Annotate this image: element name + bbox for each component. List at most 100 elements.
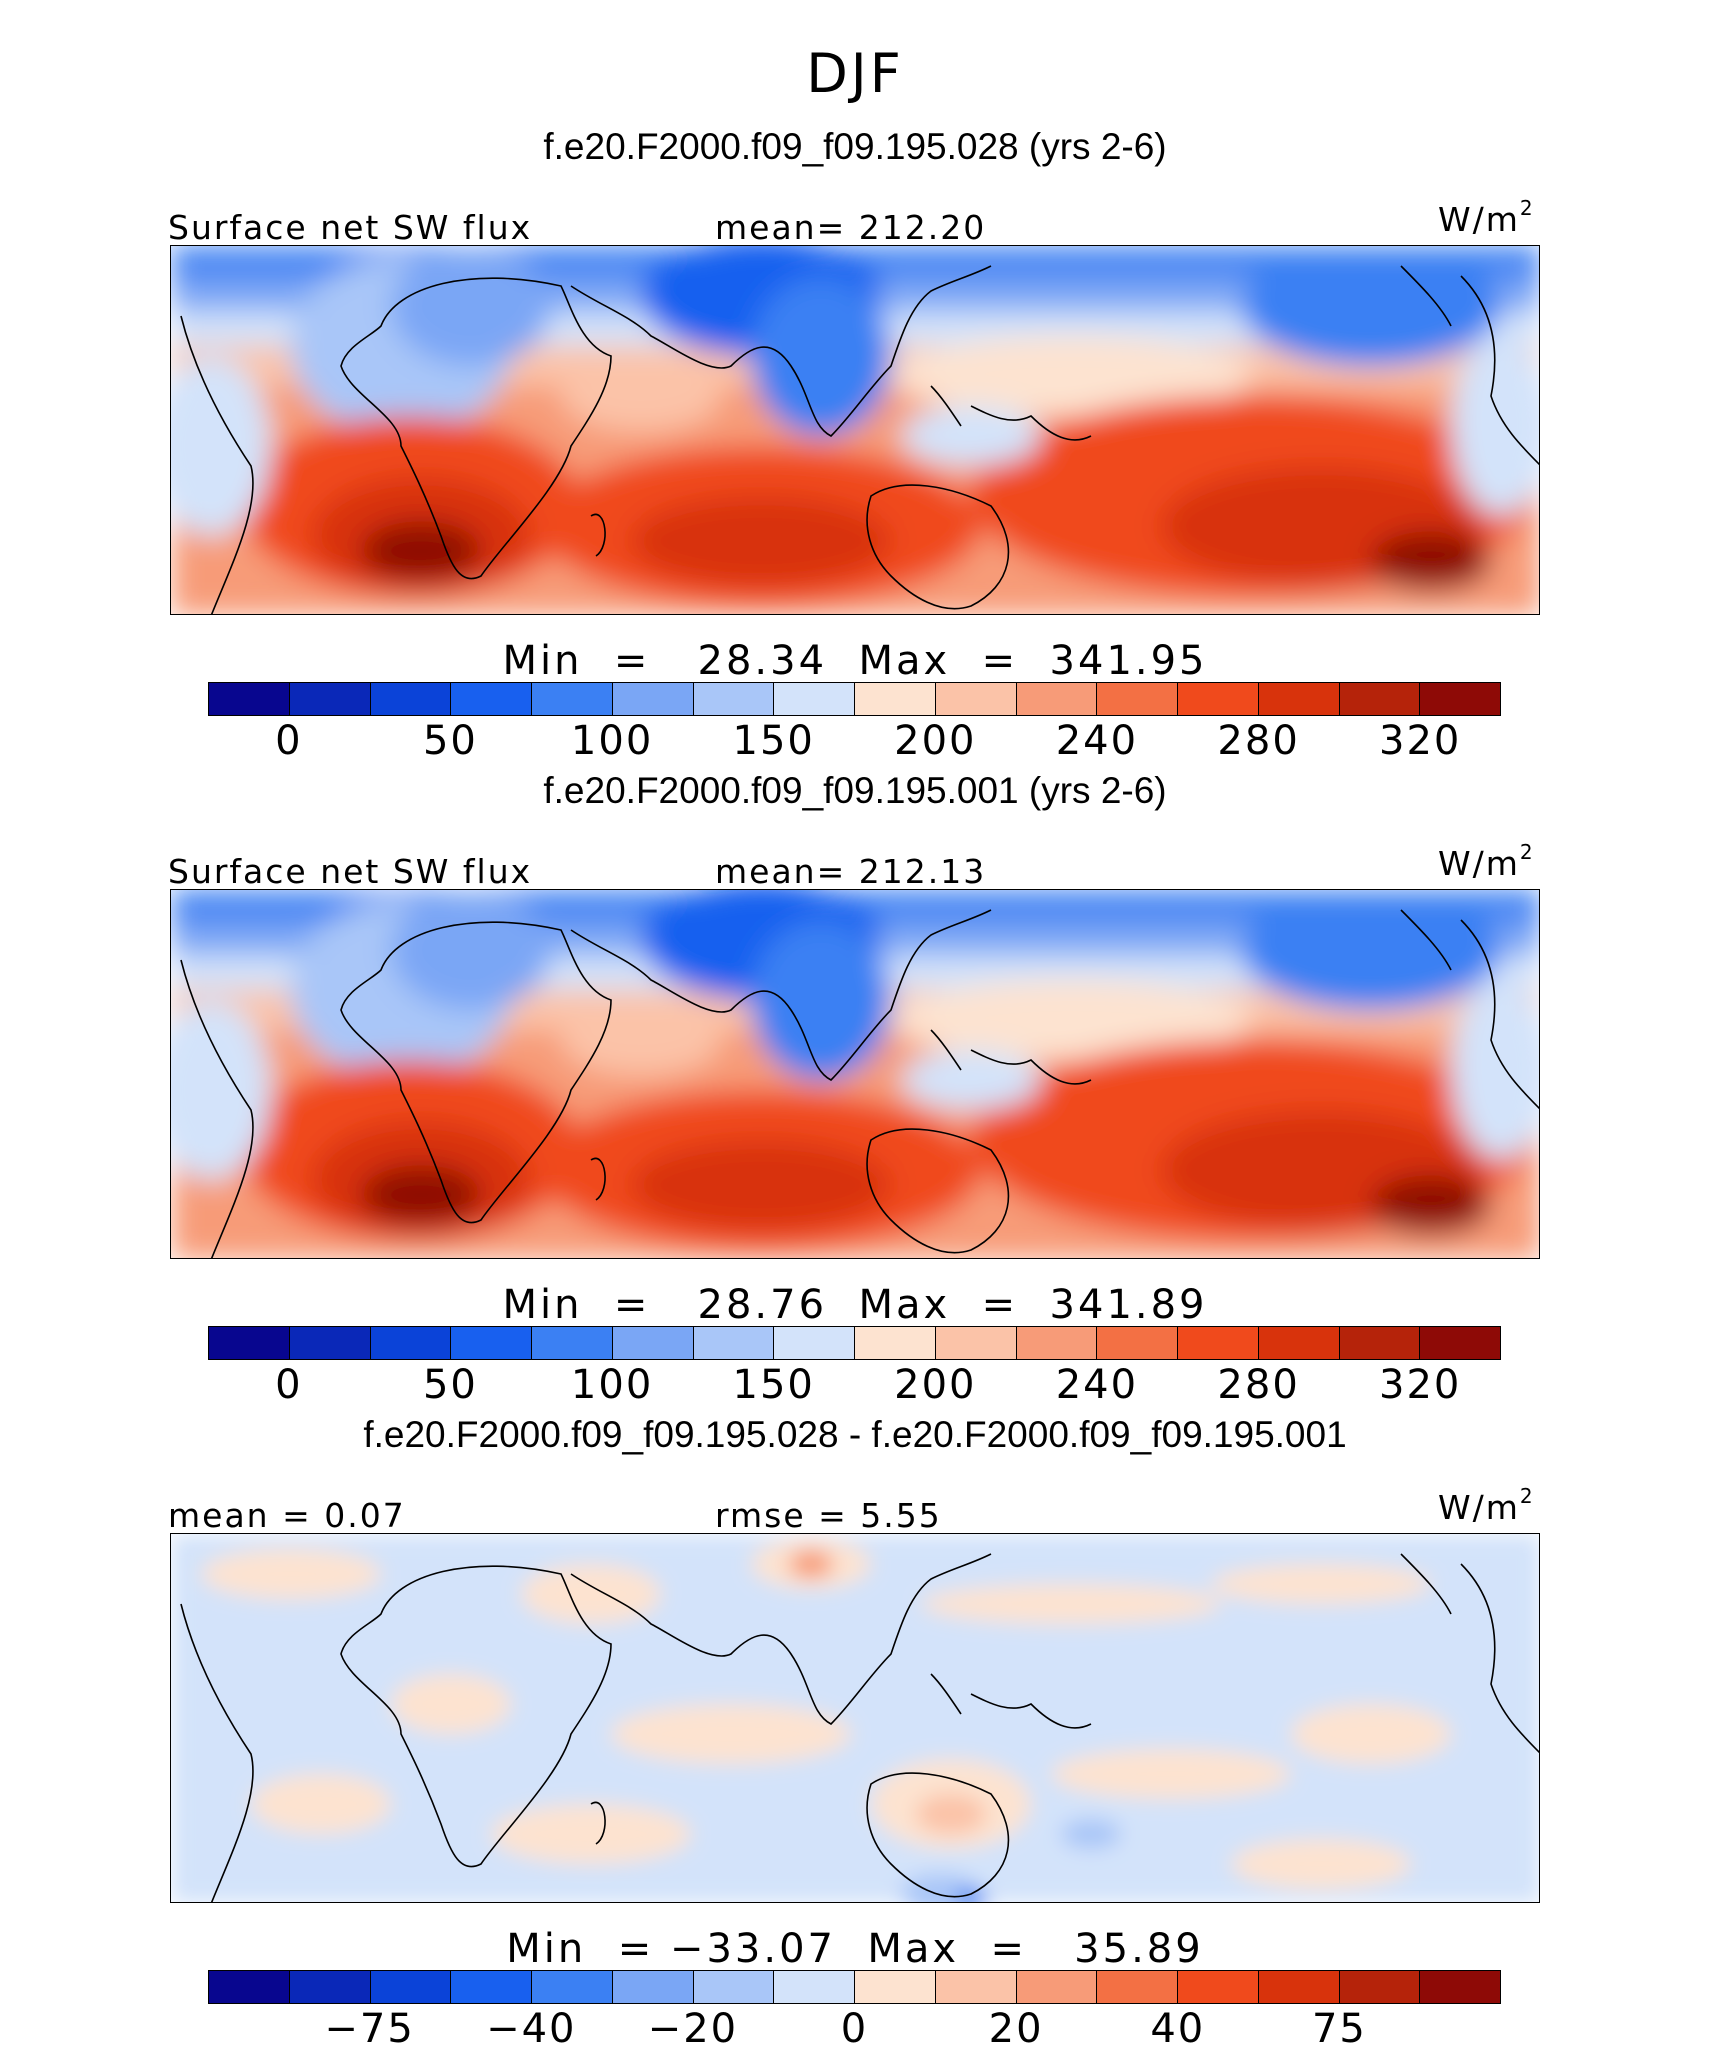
- panel1-case-title: f.e20.F2000.f09_f09.195.028 (yrs 2-6): [543, 126, 1167, 167]
- panel1-colorbar: [208, 682, 1501, 716]
- colorbar-swatch: [935, 1327, 1017, 1359]
- colorbar-tick-label: 0: [840, 2006, 869, 2052]
- colorbar-swatch: [1016, 683, 1098, 715]
- colorbar-swatch: [774, 683, 855, 715]
- panel1-mean-label: mean= 212.20: [715, 208, 987, 247]
- colorbar-swatch: [289, 1971, 371, 2003]
- colorbar-swatch: [855, 1327, 936, 1359]
- colorbar-tick-label: 40: [1150, 2006, 1206, 2052]
- panel3-case-title: f.e20.F2000.f09_f09.195.028 - f.e20.F200…: [363, 1414, 1347, 1455]
- panel3-minmax-label: Min = −33.07 Max = 35.89: [506, 1926, 1204, 1972]
- panel3-map: [170, 1533, 1540, 1903]
- panel2-map: [170, 889, 1540, 1259]
- colorbar-tick-label: 150: [732, 1362, 815, 1408]
- colorbar-swatch: [693, 1327, 775, 1359]
- panel2-contour-field: [171, 890, 1539, 1258]
- colorbar-swatch: [289, 683, 371, 715]
- panel1-units: W/m2: [1438, 196, 1535, 239]
- colorbar-swatch: [774, 1971, 855, 2003]
- panel3-mean-label: mean = 0.07: [168, 1496, 406, 1535]
- colorbar-tick-label: 100: [570, 718, 654, 764]
- panel2-minmax-label: Min = 28.76 Max = 341.89: [502, 1282, 1208, 1328]
- colorbar-swatch: [451, 1327, 532, 1359]
- panel2-coastlines: [180, 909, 1539, 1258]
- colorbar-swatch: [612, 1327, 694, 1359]
- colorbar-swatch: [1097, 1971, 1178, 2003]
- colorbar-swatch: [774, 1327, 855, 1359]
- panel1-colorbar-ticks: 0 50 100 150 200 240 280 320: [208, 718, 1501, 766]
- colorbar-tick-label: −75: [324, 2006, 415, 2052]
- panel3-colorbar-ticks: −75 −40 −20 0 20 40 75: [208, 2006, 1501, 2054]
- colorbar-tick-label: 20: [988, 2006, 1044, 2052]
- colorbar-tick-label: −40: [486, 2006, 577, 2052]
- colorbar-swatch: [1420, 1971, 1500, 2003]
- colorbar-tick-label: 280: [1217, 718, 1300, 764]
- colorbar-tick-label: 240: [1055, 718, 1139, 764]
- colorbar-tick-label: 240: [1055, 1362, 1139, 1408]
- colorbar-swatch: [1420, 683, 1500, 715]
- panel1-map: [170, 245, 1540, 615]
- colorbar-swatch: [532, 683, 613, 715]
- colorbar-tick-label: 320: [1379, 1362, 1462, 1408]
- panel2-units: W/m2: [1438, 840, 1535, 883]
- colorbar-swatch: [1178, 683, 1259, 715]
- colorbar-tick-label: 75: [1311, 2006, 1367, 2052]
- colorbar-tick-label: 50: [422, 718, 478, 764]
- panel3-colorbar: [208, 1970, 1501, 2004]
- colorbar-tick-label: 50: [422, 1362, 478, 1408]
- colorbar-tick-label: 320: [1379, 718, 1462, 764]
- panel1-contour-field: [171, 246, 1539, 614]
- colorbar-swatch: [209, 1327, 290, 1359]
- colorbar-swatch: [289, 1327, 371, 1359]
- colorbar-tick-label: −20: [647, 2006, 739, 2052]
- panel3-contour-field: [171, 1534, 1539, 1902]
- colorbar-swatch: [935, 683, 1017, 715]
- colorbar-swatch: [935, 1971, 1017, 2003]
- colorbar-tick-label: 280: [1217, 1362, 1300, 1408]
- colorbar-swatch: [1258, 1971, 1340, 2003]
- colorbar-swatch: [1258, 683, 1340, 715]
- colorbar-tick-label: 150: [732, 718, 815, 764]
- panel2-case-title: f.e20.F2000.f09_f09.195.001 (yrs 2-6): [543, 770, 1167, 811]
- panel3-rmse-label: rmse = 5.55: [715, 1496, 942, 1535]
- colorbar-swatch: [1339, 1327, 1421, 1359]
- colorbar-swatch: [451, 1971, 532, 2003]
- colorbar-swatch: [855, 1971, 936, 2003]
- colorbar-swatch: [1420, 1327, 1500, 1359]
- panel1-coastlines: [180, 265, 1539, 614]
- colorbar-swatch: [1016, 1971, 1098, 2003]
- colorbar-swatch: [1178, 1327, 1259, 1359]
- panel2-variable-label: Surface net SW flux: [168, 852, 533, 891]
- panel1-minmax-label: Min = 28.34 Max = 341.95: [502, 638, 1208, 684]
- colorbar-swatch: [209, 683, 290, 715]
- colorbar-swatch: [1097, 683, 1178, 715]
- panel2-colorbar: [208, 1326, 1501, 1360]
- panel3-units: W/m2: [1438, 1484, 1535, 1527]
- figure-title: DJF: [806, 42, 904, 105]
- colorbar-tick-label: 200: [894, 1362, 977, 1408]
- colorbar-swatch: [693, 1971, 775, 2003]
- colorbar-tick-label: 200: [894, 718, 977, 764]
- colorbar-swatch: [370, 1327, 452, 1359]
- colorbar-swatch: [209, 1971, 290, 2003]
- colorbar-swatch: [612, 683, 694, 715]
- colorbar-swatch: [1258, 1327, 1340, 1359]
- colorbar-swatch: [1178, 1971, 1259, 2003]
- colorbar-swatch: [532, 1971, 613, 2003]
- panel3-coastlines: [180, 1553, 1539, 1902]
- colorbar-swatch: [1339, 683, 1421, 715]
- colorbar-swatch: [1097, 1327, 1178, 1359]
- colorbar-swatch: [1016, 1327, 1098, 1359]
- colorbar-swatch: [451, 683, 532, 715]
- colorbar-swatch: [855, 683, 936, 715]
- colorbar-swatch: [370, 1971, 452, 2003]
- colorbar-tick-label: 0: [275, 718, 303, 764]
- panel2-colorbar-ticks: 0 50 100 150 200 240 280 320: [208, 1362, 1501, 1410]
- colorbar-swatch: [532, 1327, 613, 1359]
- colorbar-swatch: [693, 683, 775, 715]
- colorbar-tick-label: 0: [275, 1362, 303, 1408]
- colorbar-swatch: [612, 1971, 694, 2003]
- panel1-variable-label: Surface net SW flux: [168, 208, 533, 247]
- panel2-mean-label: mean= 212.13: [715, 852, 987, 891]
- colorbar-swatch: [1339, 1971, 1421, 2003]
